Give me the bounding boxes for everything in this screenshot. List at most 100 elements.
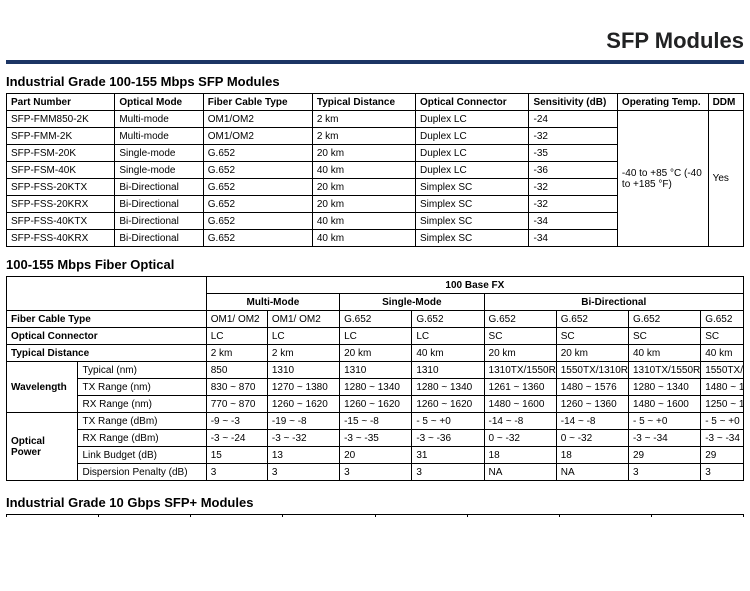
table-row: Wavelength Typical (nm) 8501310131013101… xyxy=(7,362,744,379)
cell: G.652 xyxy=(628,311,700,328)
cell: 40 km xyxy=(628,345,700,362)
table-row: TX Range (nm) 830 ~ 8701270 ~ 13801280 ~… xyxy=(7,379,744,396)
th-typical-distance: Typical Distance xyxy=(312,94,415,111)
cell: OM1/OM2 xyxy=(203,111,312,128)
rh-fiber: Fiber Cable Type xyxy=(7,311,207,328)
cell: 3 xyxy=(267,464,339,481)
th-part-number: Part Number xyxy=(7,94,115,111)
cell: - 5 ~ +0 xyxy=(701,413,744,430)
cell: G.652 xyxy=(203,179,312,196)
cell: Bi-Directional xyxy=(115,196,203,213)
cell xyxy=(99,515,191,518)
cell: 830 ~ 870 xyxy=(206,379,267,396)
cell: -32 xyxy=(529,128,617,145)
table-row xyxy=(7,515,744,518)
cell: G.652 xyxy=(203,230,312,247)
cell: 3 xyxy=(412,464,484,481)
cell: 40 km xyxy=(412,345,484,362)
cell: 3 xyxy=(628,464,700,481)
cell: 20 km xyxy=(484,345,556,362)
cell: G.652 xyxy=(484,311,556,328)
cell: 20 km xyxy=(312,179,415,196)
cell: OM1/OM2 xyxy=(203,128,312,145)
rh-rxdbm: RX Range (dBm) xyxy=(78,430,206,447)
rh-dispersion: Dispersion Penalty (dB) xyxy=(78,464,206,481)
cell: 1260 ~ 1620 xyxy=(267,396,339,413)
cell: -15 ~ -8 xyxy=(340,413,412,430)
cell: Duplex LC xyxy=(416,162,529,179)
cell: LC xyxy=(267,328,339,345)
cell: G.652 xyxy=(556,311,628,328)
cell: G.652 xyxy=(203,196,312,213)
table-row: Optical Power TX Range (dBm) -9 ~ -3-19 … xyxy=(7,413,744,430)
cell: SFP-FSS-40KTX xyxy=(7,213,115,230)
cell: -19 ~ -8 xyxy=(267,413,339,430)
cell: 20 km xyxy=(340,345,412,362)
cell: -36 xyxy=(529,162,617,179)
cell: SC xyxy=(556,328,628,345)
table-row: Typical Distance 2 km2 km20 km40 km20 km… xyxy=(7,345,744,362)
cell: LC xyxy=(340,328,412,345)
cell: 1280 ~ 1340 xyxy=(412,379,484,396)
section1-title: Industrial Grade 100-155 Mbps SFP Module… xyxy=(6,74,744,89)
cell: 1310 xyxy=(412,362,484,379)
cell: SC xyxy=(484,328,556,345)
cell: SC xyxy=(701,328,744,345)
cell: SC xyxy=(628,328,700,345)
cell: 1310 xyxy=(340,362,412,379)
cell: 18 xyxy=(556,447,628,464)
cell: -14 ~ -8 xyxy=(556,413,628,430)
cell: -3 ~ -36 xyxy=(412,430,484,447)
cell: SFP-FMM850-2K xyxy=(7,111,115,128)
cell xyxy=(651,515,743,518)
table-fiber-optical: 100 Base FX Multi-Mode Single-Mode Bi-Di… xyxy=(6,276,744,481)
cell: -34 xyxy=(529,230,617,247)
th-blank xyxy=(7,277,207,311)
th-optical-connector: Optical Connector xyxy=(416,94,529,111)
table-header-row: 100 Base FX xyxy=(7,277,744,294)
cell: G.652 xyxy=(340,311,412,328)
table-row: RX Range (nm) 770 ~ 8701260 ~ 16201260 ~… xyxy=(7,396,744,413)
th-fiber-cable-type: Fiber Cable Type xyxy=(203,94,312,111)
cell: 1310TX/1550RX xyxy=(628,362,700,379)
cell: -35 xyxy=(529,145,617,162)
table-row: Optical Connector LCLCLCLCSCSCSCSC xyxy=(7,328,744,345)
cell: 40 km xyxy=(312,230,415,247)
cell: 3 xyxy=(701,464,744,481)
cell: -9 ~ -3 xyxy=(206,413,267,430)
th-sensitivity: Sensitivity (dB) xyxy=(529,94,617,111)
cell: 20 km xyxy=(312,145,415,162)
cell: SFP-FSM-40K xyxy=(7,162,115,179)
cell: Multi-mode xyxy=(115,111,203,128)
cell: -32 xyxy=(529,196,617,213)
cell: 1261 ~ 1360 xyxy=(484,379,556,396)
cell: SFP-FMM-2K xyxy=(7,128,115,145)
rh-rxrange: RX Range (nm) xyxy=(78,396,206,413)
cell: 0 ~ -32 xyxy=(484,430,556,447)
cell: 20 km xyxy=(312,196,415,213)
page: SFP Modules Industrial Grade 100-155 Mbp… xyxy=(0,0,750,517)
table-row: Fiber Cable Type OM1/ OM2OM1/ OM2G.652G.… xyxy=(7,311,744,328)
cell: -3 ~ -32 xyxy=(267,430,339,447)
cell: 3 xyxy=(340,464,412,481)
cell: Single-mode xyxy=(115,145,203,162)
cell: -3 ~ -34 xyxy=(628,430,700,447)
cell: 1550TX/1310RX xyxy=(701,362,744,379)
cell: 1260 ~ 1620 xyxy=(412,396,484,413)
cell: 2 km xyxy=(206,345,267,362)
table-row: RX Range (dBm) -3 ~ -24-3 ~ -32-3 ~ -35-… xyxy=(7,430,744,447)
page-title: SFP Modules xyxy=(6,28,744,54)
cell: Duplex LC xyxy=(416,128,529,145)
cell: 15 xyxy=(206,447,267,464)
cell: 20 xyxy=(340,447,412,464)
cell: 2 km xyxy=(312,111,415,128)
cell: 29 xyxy=(701,447,744,464)
th-operating-temp: Operating Temp. xyxy=(617,94,708,111)
cell: SFP-FSM-20K xyxy=(7,145,115,162)
cell: Simplex SC xyxy=(416,179,529,196)
table-sfp-plus-partial xyxy=(6,514,744,517)
cell: Single-mode xyxy=(115,162,203,179)
cell: Duplex LC xyxy=(416,111,529,128)
rh-linkbudget: Link Budget (dB) xyxy=(78,447,206,464)
cell: 1550TX/1310RX xyxy=(556,362,628,379)
